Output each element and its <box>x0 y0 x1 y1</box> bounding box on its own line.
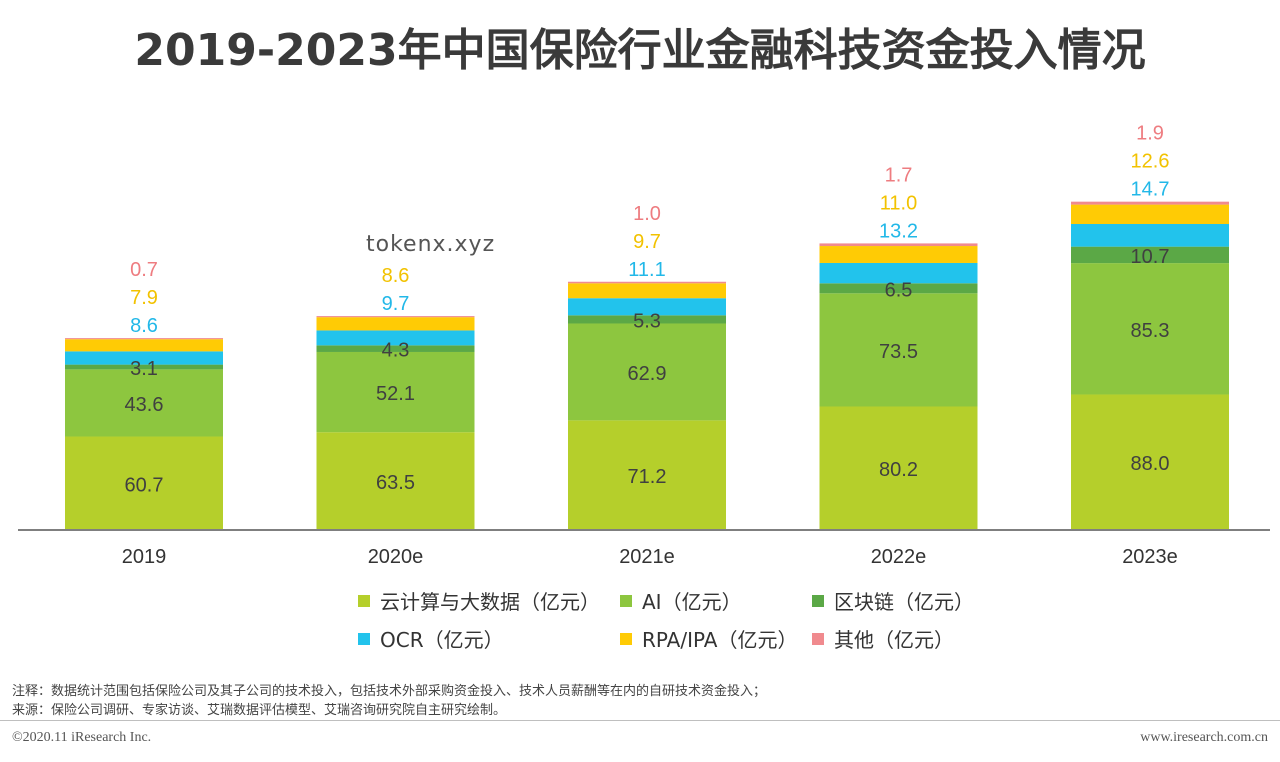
stacked-bar-chart: 60.7 43.6 3.1 8.6 7.9 0.7 63.5 52.1 4.3 9.7 8.6 71.… <box>18 123 1270 568</box>
bar-segment-5-2023e <box>1071 204 1229 225</box>
note-text: 注释：数据统计范围包括保险公司及其子公司的技术投入，包括技术外部采购资金投入、技… <box>12 684 767 699</box>
bar-segment-3-2019 <box>65 364 223 370</box>
value-label-4-2020e: 9.7 <box>382 293 410 315</box>
bar-segment-5-2019 <box>65 339 223 352</box>
value-label-3-2019: 3.1 <box>130 358 158 380</box>
x-tick-label-2023e: 2023e <box>1122 546 1178 568</box>
legend-swatch-other <box>812 632 824 645</box>
legend-item-ai: AI（亿元） <box>620 586 742 615</box>
value-label-1-2019: 60.7 <box>125 474 164 496</box>
watermark-text: tokenx.xyz <box>366 232 496 257</box>
value-label-4-2019: 8.6 <box>130 315 158 337</box>
bar-segment-3-2023e <box>1071 246 1229 264</box>
legend-label-ocr: OCR（亿元） <box>380 628 504 652</box>
value-label-1-2021e: 71.2 <box>628 466 667 488</box>
bar-segment-6-2021e <box>568 281 726 284</box>
value-label-1-2022e: 80.2 <box>879 459 918 481</box>
bar-segment-2-2021e <box>568 323 726 421</box>
footer-divider <box>0 720 1280 721</box>
legend-item-rpa: RPA/IPA（亿元） <box>620 624 797 653</box>
bar-segment-5-2021e <box>568 283 726 299</box>
bar-segment-1-2019 <box>65 436 223 530</box>
legend-swatch-blockchain <box>812 594 824 607</box>
value-label-5-2019: 7.9 <box>130 287 158 309</box>
x-tick-label-2022e: 2022e <box>871 546 927 568</box>
x-tick-label-2021e: 2021e <box>619 546 675 568</box>
chart-title: 2019-2023年中国保险行业金融科技资金投入情况 <box>134 25 1146 76</box>
bar-segment-4-2021e <box>568 298 726 316</box>
legend-swatch-cloud <box>358 594 370 607</box>
legend-item-other: 其他（亿元） <box>812 624 954 653</box>
value-label-5-2021e: 9.7 <box>633 231 661 253</box>
value-label-4-2022e: 13.2 <box>879 220 918 242</box>
legend-swatch-ocr <box>358 632 370 645</box>
bar-segment-6-2020e <box>316 316 475 318</box>
value-label-5-2023e: 12.6 <box>1131 151 1170 173</box>
value-label-1-2023e: 88.0 <box>1131 453 1170 475</box>
bar-segment-4-2022e <box>819 262 978 284</box>
bar-segment-2-2019 <box>65 369 223 437</box>
value-label-2-2021e: 62.9 <box>628 363 667 385</box>
value-label-4-2023e: 14.7 <box>1131 179 1170 201</box>
bar-segment-4-2023e <box>1071 224 1229 247</box>
bar-groups <box>65 201 1229 530</box>
bar-segment-1-2021e <box>568 420 726 530</box>
legend-label-blockchain: 区块链（亿元） <box>834 590 974 614</box>
value-label-2-2023e: 85.3 <box>1131 320 1170 342</box>
legend-label-ai: AI（亿元） <box>642 590 742 614</box>
bar-segment-1-2022e <box>819 406 978 530</box>
chart-legend: 云计算与大数据（亿元） AI（亿元） 区块链（亿元） OCR（亿元） RPA/I… <box>358 580 1058 660</box>
x-tick-label-2020e: 2020e <box>368 546 424 568</box>
legend-item-cloud: 云计算与大数据（亿元） <box>358 586 600 615</box>
bar-segment-2-2020e <box>316 351 475 433</box>
legend-item-ocr: OCR（亿元） <box>358 624 504 653</box>
value-label-2-2020e: 52.1 <box>376 383 415 405</box>
bar-segment-1-2020e <box>316 432 475 530</box>
value-label-2-2019: 43.6 <box>125 394 164 416</box>
value-label-6-2022e: 1.7 <box>885 164 913 186</box>
bar-segment-6-2022e <box>819 243 978 247</box>
value-label-6-2021e: 1.0 <box>633 203 661 225</box>
bar-segment-4-2019 <box>65 351 223 365</box>
value-label-5-2020e: 8.6 <box>382 265 410 287</box>
copyright-text: ©2020.11 iResearch Inc. <box>12 730 152 745</box>
bar-segment-3-2021e <box>568 315 726 324</box>
bar-segment-4-2020e <box>316 330 475 346</box>
value-label-3-2020e: 4.3 <box>382 340 410 362</box>
bar-segment-2-2022e <box>819 293 978 407</box>
legend-label-other: 其他（亿元） <box>834 628 954 652</box>
value-label-4-2021e: 11.1 <box>628 259 665 281</box>
website-link[interactable]: www.iresearch.com.cn <box>1140 730 1268 745</box>
value-labels: 60.7 43.6 3.1 8.6 7.9 0.7 63.5 52.1 4.3 9.7 8.6 71.… <box>125 123 1170 497</box>
value-label-3-2023e: 10.7 <box>1131 246 1170 268</box>
value-label-6-2019: 0.7 <box>130 259 158 281</box>
bar-segment-6-2019 <box>65 338 223 340</box>
legend-item-blockchain: 区块链（亿元） <box>812 586 974 615</box>
value-label-6-2023e: 1.9 <box>1136 123 1164 145</box>
value-label-1-2020e: 63.5 <box>376 472 415 494</box>
bar-segment-5-2022e <box>819 246 978 263</box>
value-label-2-2022e: 73.5 <box>879 341 918 363</box>
legend-label-cloud: 云计算与大数据（亿元） <box>380 590 600 614</box>
bar-segment-3-2022e <box>819 283 978 294</box>
bar-segment-3-2020e <box>316 345 475 352</box>
value-label-3-2022e: 6.5 <box>885 279 913 301</box>
bar-segment-6-2023e <box>1071 201 1229 205</box>
legend-swatch-ai <box>620 594 632 607</box>
x-tick-label-2019: 2019 <box>122 546 167 568</box>
bar-segment-2-2023e <box>1071 263 1229 395</box>
value-label-3-2021e: 5.3 <box>633 310 661 332</box>
x-tick-labels: 2019 2020e 2021e 2022e 2023e <box>122 546 1178 568</box>
value-label-5-2022e: 11.0 <box>880 192 917 214</box>
bar-segment-1-2023e <box>1071 394 1229 530</box>
bar-segment-5-2020e <box>316 317 475 331</box>
source-text: 来源：保险公司调研、专家访谈、艾瑞数据评估模型、艾瑞咨询研究院自主研究绘制。 <box>12 703 507 718</box>
legend-swatch-rpa <box>620 632 632 645</box>
legend-label-rpa: RPA/IPA（亿元） <box>642 628 798 652</box>
